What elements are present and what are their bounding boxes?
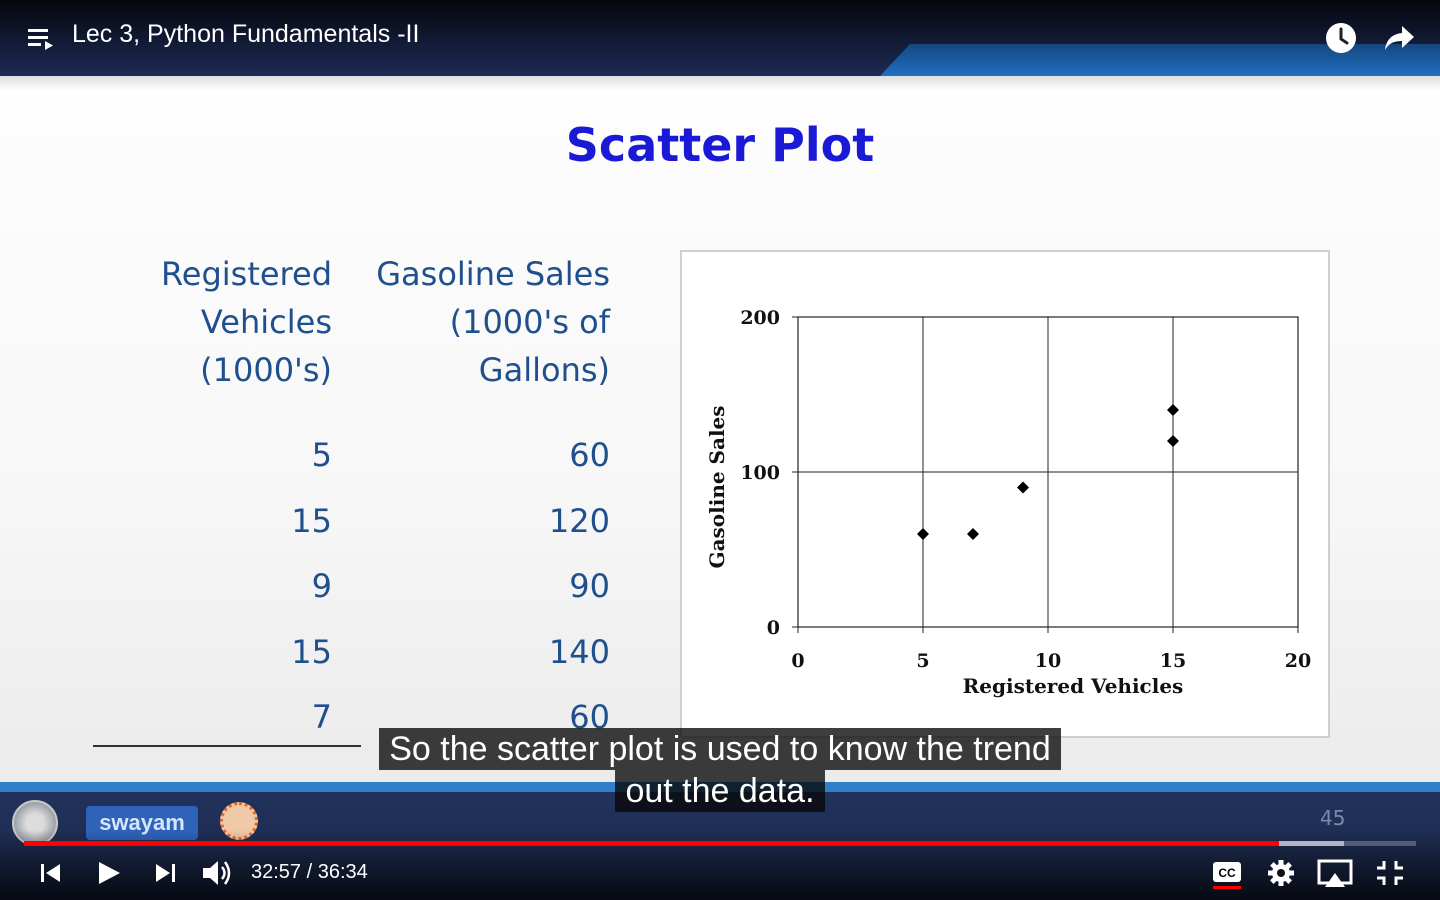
y-tick-label: 0 [767, 617, 780, 639]
captions-icon[interactable]: CC [1210, 856, 1244, 890]
previous-icon[interactable] [38, 856, 64, 890]
volume-icon[interactable] [200, 856, 236, 890]
column-header-line: Registered [160, 255, 332, 293]
caption-line-2: out the data. [0, 770, 1440, 812]
next-icon[interactable] [152, 856, 178, 890]
table-cell-vehicles: 5 [311, 436, 332, 474]
exit-fullscreen-icon[interactable] [1374, 856, 1406, 890]
time-separator: / [301, 861, 318, 883]
caption-line-1: So the scatter plot is used to know the … [0, 728, 1440, 770]
time-display: 32:57 / 36:34 [251, 861, 368, 884]
play-icon[interactable] [94, 856, 124, 890]
table-cell-vehicles: 15 [291, 502, 332, 540]
slide-top-shadow [0, 76, 1440, 90]
progress-played [24, 841, 1280, 846]
x-axis-label: Registered Vehicles [963, 674, 1184, 698]
time-total: 36:34 [317, 861, 368, 883]
y-tick-label: 200 [740, 307, 780, 329]
svg-text:CC: CC [1218, 866, 1236, 880]
data-point [917, 528, 929, 540]
table-cell-sales: 140 [548, 633, 610, 671]
x-tick-label: 20 [1285, 650, 1311, 672]
video-title[interactable]: Lec 3, Python Fundamentals -II [72, 20, 420, 48]
table-cell-sales: 60 [569, 436, 610, 474]
y-axis-label: Gasoline Sales [705, 405, 729, 568]
scatter-chart: 0 5 10 15 20 0 100 200 Registered Vehicles Gasoli… [680, 250, 1330, 738]
data-point [1017, 481, 1029, 494]
data-point [1167, 404, 1179, 416]
player-top-bar [0, 0, 1440, 76]
time-current: 32:57 [251, 861, 302, 883]
watch-later-icon[interactable] [1324, 21, 1358, 55]
settings-icon[interactable] [1265, 856, 1297, 890]
cast-icon[interactable] [1316, 856, 1354, 890]
column-header-line: Gasoline Sales [376, 255, 610, 293]
data-point [967, 528, 979, 540]
column-header-vehicles: Registered Vehicles (1000's) [120, 250, 332, 394]
table-cell-vehicles: 7 [311, 698, 332, 736]
x-tick-label: 10 [1035, 650, 1061, 672]
column-header-line: Vehicles [200, 303, 332, 341]
y-tick-label: 100 [740, 462, 780, 484]
column-header-line: (1000's) [200, 351, 332, 389]
data-point [1167, 435, 1179, 447]
slide-number: 45 [1320, 806, 1346, 830]
column-header-line: Gallons) [478, 351, 610, 389]
table-underline [93, 745, 361, 747]
playlist-icon[interactable] [26, 24, 56, 52]
caption-text: So the scatter plot is used to know the … [379, 728, 1061, 770]
x-tick-label: 0 [791, 650, 804, 672]
column-header-sales: Gasoline Sales (1000's of Gallons) [360, 250, 610, 394]
share-icon[interactable] [1382, 22, 1416, 54]
x-tick-label: 5 [916, 650, 929, 672]
table-cell-sales: 120 [548, 502, 610, 540]
progress-bar[interactable] [24, 841, 1416, 846]
table-cell-vehicles: 15 [291, 633, 332, 671]
table-cell-sales: 90 [569, 567, 610, 605]
slide-title: Scatter Plot [565, 118, 875, 172]
caption-text: out the data. [615, 770, 825, 812]
x-tick-label: 15 [1160, 650, 1186, 672]
column-header-line: (1000's of [449, 303, 610, 341]
table-cell-vehicles: 9 [311, 567, 332, 605]
